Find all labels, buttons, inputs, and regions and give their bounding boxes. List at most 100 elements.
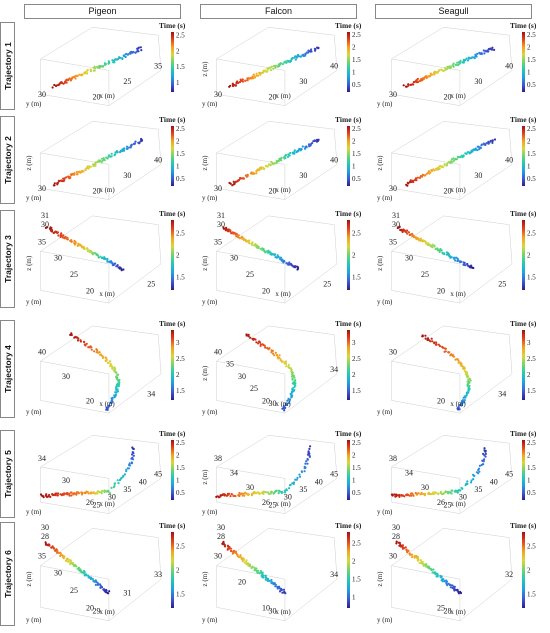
trajectory-point [310, 48, 313, 51]
colorbar-tick-label: 2.5 [176, 230, 185, 238]
trajectory-point [53, 182, 56, 185]
trajectory-point [402, 494, 405, 497]
trajectory-point [279, 158, 282, 161]
trajectory-point [488, 48, 491, 51]
trajectory-point [238, 237, 241, 240]
trajectory-point [255, 244, 259, 247]
column-header-falcon: Falcon [200, 4, 357, 19]
trajectory-point [78, 569, 81, 572]
trajectory-point [411, 179, 414, 182]
trajectory-point [138, 141, 141, 144]
trajectory-point [299, 55, 302, 58]
trajectory-point [297, 55, 300, 58]
x-tick-label: 30 [123, 171, 131, 180]
trajectory-point [296, 265, 299, 268]
trajectory-point [82, 571, 85, 574]
trajectory-point [98, 491, 101, 494]
trajectory-point [274, 351, 277, 354]
trajectory-point [229, 495, 232, 498]
axes-box-edge [216, 58, 285, 71]
x-axis-label: x (m) [99, 400, 115, 408]
trajectory-point [77, 566, 80, 569]
trajectory-point [454, 157, 457, 161]
trajectory-point [465, 152, 468, 155]
colorbar-title: Time (s) [159, 521, 186, 530]
trajectory-point [453, 256, 456, 259]
colorbar-tick-label: 0.5 [527, 489, 536, 497]
trajectory-point [278, 354, 281, 357]
colorbar-tick-label: 2 [352, 138, 356, 146]
trajectory-point [308, 447, 311, 450]
trajectory-point [62, 82, 65, 85]
trajectory-point [75, 493, 78, 496]
colorbar-tick-label: 2 [527, 44, 531, 52]
trajectory-point [432, 568, 435, 571]
trajectory-point [259, 247, 262, 250]
trajectory-point [93, 65, 96, 68]
trajectory-point [263, 344, 266, 347]
trajectory-point [262, 576, 265, 579]
trajectory-point [131, 451, 134, 454]
trajectory-point [251, 77, 254, 80]
colorbar [171, 32, 174, 92]
z-axis-label: z (m) [201, 469, 209, 485]
trajectory-point [65, 81, 68, 84]
axes-box-edge [216, 250, 285, 265]
colorbar-tick-label: 1.5 [352, 387, 361, 395]
trajectory-point [269, 69, 272, 72]
x-axis-label: x (m) [275, 186, 291, 194]
trajectory-point [253, 569, 256, 572]
axes-box [391, 435, 513, 514]
trajectory-point [470, 479, 473, 482]
trajectory-point [471, 266, 474, 269]
trajectory-point [255, 567, 258, 570]
x-tick-label: 30 [108, 493, 116, 502]
z-axis-label: z (m) [376, 255, 384, 271]
axes-box-outline [216, 527, 338, 622]
colorbar-tick-label: 2.5 [527, 125, 536, 133]
trajectory-point [125, 145, 129, 148]
trajectory-point [83, 246, 86, 249]
trajectory-point [114, 153, 117, 156]
trajectory-point [86, 165, 89, 168]
x-tick-label: 34 [147, 389, 155, 398]
y-axis-label: y (m) [26, 194, 42, 202]
x-tick-label: 30 [299, 77, 307, 86]
trajectory-point [424, 240, 427, 244]
x-axis-label: x (m) [99, 290, 115, 298]
colorbar-tick-label: 1.5 [352, 576, 361, 584]
x-tick-label: 30 [269, 399, 277, 408]
colorbar-tick-label: 1.5 [176, 590, 185, 598]
trajectory-point [393, 493, 396, 496]
colorbar-tick-label: 2.5 [527, 31, 536, 39]
x-tick-label: 30 [474, 171, 482, 180]
trajectory-point [417, 80, 420, 84]
trajectory-point [275, 256, 278, 259]
trajectory-point [287, 263, 290, 266]
trajectory-point [406, 493, 409, 496]
trajectory-point [446, 584, 449, 587]
x-tick-label: 35 [299, 485, 307, 494]
y-tick-label: 34 [405, 468, 413, 477]
trajectory-point [278, 356, 281, 359]
trajectory-point [114, 58, 117, 61]
trajectory-point [300, 470, 303, 473]
trajectory-point [60, 179, 63, 182]
colorbar-tick-label: 1 [176, 477, 180, 485]
y-tick-label: 20 [437, 396, 445, 405]
colorbar-tick-label: 1.5 [352, 273, 361, 281]
x-tick-label: 35 [154, 62, 162, 71]
trajectory-point [116, 373, 119, 376]
z-axis-label: z (m) [201, 365, 209, 381]
trajectory-point [465, 393, 468, 396]
colorbar-tick-label: 0.5 [352, 175, 361, 183]
trajectory-point [466, 375, 470, 378]
trajectory-point [421, 335, 424, 338]
trajectory-point [56, 550, 59, 553]
trajectory-point [425, 563, 428, 566]
y-tick-label: 34 [230, 468, 238, 477]
colorbar-tick-label: 2.5 [176, 543, 185, 551]
trajectory-point [281, 360, 284, 363]
